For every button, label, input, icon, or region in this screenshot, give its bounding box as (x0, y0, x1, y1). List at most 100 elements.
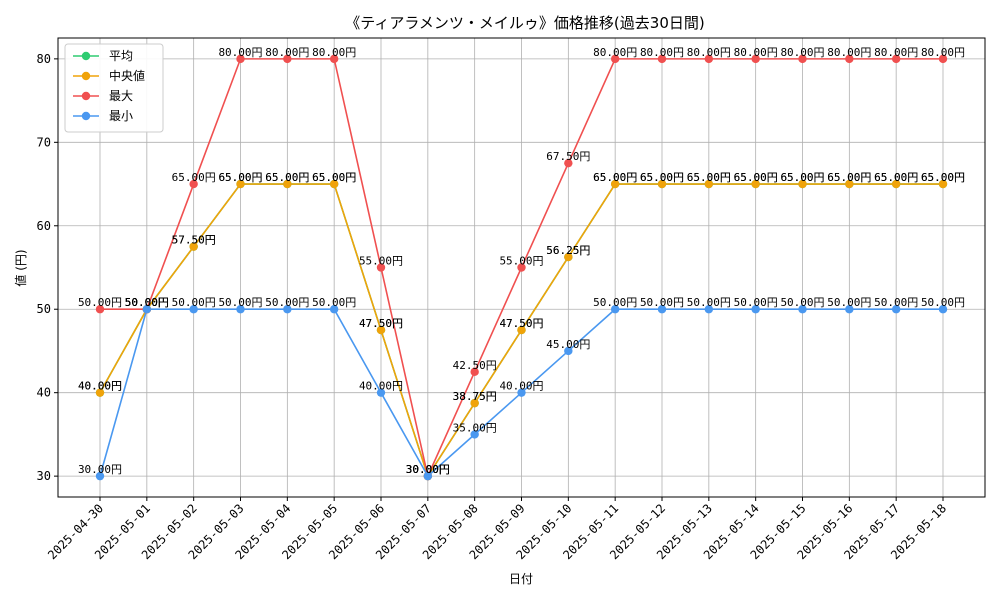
data-label: 80.00円 (593, 46, 637, 59)
data-label: 50.00円 (640, 296, 684, 309)
data-label: 47.50円 (499, 317, 543, 330)
data-point (751, 305, 760, 314)
data-label: 65.00円 (312, 171, 356, 184)
data-label: 50.00円 (125, 296, 169, 309)
data-label: 47.50円 (359, 317, 403, 330)
series-points (95, 54, 948, 481)
data-point (610, 54, 620, 64)
data-label: 65.00円 (734, 171, 778, 184)
data-point (564, 158, 573, 168)
data-point (423, 471, 433, 481)
data-point (517, 388, 526, 397)
data-label: 65.00円 (780, 171, 824, 184)
data-point (517, 263, 526, 272)
data-point (517, 325, 526, 335)
y-axis-title: 値 (円) (13, 249, 28, 286)
data-label: 65.00円 (874, 171, 918, 184)
data-point (142, 305, 152, 314)
data-label: 47.50円 (499, 317, 543, 330)
data-point (891, 54, 901, 64)
data-label: 38.75円 (453, 390, 497, 403)
data-label: 35.00円 (453, 421, 497, 434)
y-tick-label: 40 (37, 386, 51, 400)
data-label: 50.00円 (734, 296, 778, 309)
data-point (376, 263, 386, 272)
y-tick-label: 50 (37, 302, 51, 316)
data-point (283, 305, 292, 314)
data-label: 30.00円 (406, 463, 450, 476)
data-point (95, 388, 105, 397)
data-label: 42.50円 (453, 359, 497, 372)
data-label: 30.00円 (78, 463, 122, 476)
data-point (283, 179, 292, 189)
data-label: 65.00円 (218, 171, 262, 184)
data-label: 80.00円 (780, 46, 824, 59)
data-label: 50.00円 (827, 296, 871, 309)
data-point (798, 179, 807, 189)
data-point (470, 430, 479, 439)
data-label: 30.00円 (406, 463, 450, 476)
data-label: 55.00円 (499, 255, 543, 268)
data-label: 40.00円 (78, 380, 122, 393)
legend-swatch-marker (81, 91, 91, 101)
data-label: 56.25円 (546, 244, 590, 257)
data-label: 50.00円 (312, 296, 356, 309)
data-label: 65.00円 (687, 171, 731, 184)
data-point (845, 54, 854, 64)
legend-label: 最小 (109, 109, 133, 123)
data-point (329, 179, 339, 189)
data-label: 65.00円 (874, 171, 918, 184)
data-label: 38.75円 (453, 390, 497, 403)
data-label: 80.00円 (218, 46, 262, 59)
data-label: 50.00円 (78, 296, 122, 309)
data-point (891, 179, 901, 189)
data-label: 45.00円 (546, 338, 590, 351)
data-point (938, 54, 948, 64)
data-point (751, 54, 760, 64)
data-point (845, 179, 854, 189)
data-point (376, 388, 386, 397)
data-label: 50.00円 (218, 296, 262, 309)
data-point (564, 346, 573, 356)
data-point (798, 305, 807, 314)
data-label: 50.00円 (125, 296, 169, 309)
data-label: 50.00円 (780, 296, 824, 309)
data-point (657, 305, 667, 314)
data-point (95, 305, 105, 314)
data-label: 80.00円 (921, 46, 965, 59)
data-point (610, 179, 620, 189)
data-label: 65.00円 (687, 171, 731, 184)
data-label: 65.00円 (640, 171, 684, 184)
data-point (189, 305, 198, 314)
data-point (283, 54, 292, 64)
data-label: 65.00円 (312, 171, 356, 184)
y-tick-label: 80 (37, 52, 51, 66)
data-label: 50.00円 (125, 296, 169, 309)
data-point (189, 179, 198, 189)
data-label: 80.00円 (312, 46, 356, 59)
data-label: 50.00円 (874, 296, 918, 309)
y-tick-label: 30 (37, 469, 51, 483)
data-point (236, 305, 245, 314)
data-point (938, 179, 948, 189)
legend-label: 最大 (109, 89, 133, 103)
data-label: 80.00円 (640, 46, 684, 59)
data-label: 80.00円 (827, 46, 871, 59)
data-label: 80.00円 (874, 46, 918, 59)
chart-title: 《ティアラメンツ・メイルゥ》価格推移(過去30日間) (345, 14, 704, 32)
y-tick-label: 70 (37, 135, 51, 149)
data-label: 50.00円 (125, 296, 169, 309)
data-label: 30.00円 (406, 463, 450, 476)
x-axis-title: 日付 (509, 572, 533, 586)
data-label: 57.50円 (172, 234, 216, 247)
legend-box (64, 43, 164, 133)
data-label: 65.00円 (593, 171, 637, 184)
data-label: 47.50円 (359, 317, 403, 330)
data-label: 65.00円 (734, 171, 778, 184)
data-label: 65.00円 (265, 171, 309, 184)
data-label: 50.00円 (687, 296, 731, 309)
legend-swatch-marker (81, 71, 91, 81)
